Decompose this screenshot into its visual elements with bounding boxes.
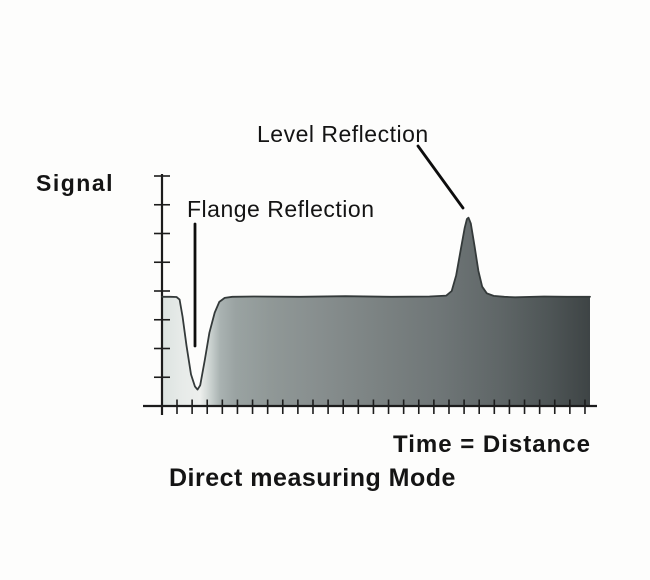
level-reflection-label: Level Reflection	[257, 121, 429, 147]
level-reflection-leader-line	[416, 144, 465, 210]
diagram-caption: Direct measuring Mode	[169, 464, 456, 492]
flange-reflection-label: Flange Reflection	[187, 196, 375, 222]
y-axis-label: Signal	[36, 170, 115, 196]
signal-fill-area	[162, 217, 590, 406]
x-axis-label: Time = Distance	[393, 431, 591, 458]
signal-outline-curve	[161, 216, 591, 391]
